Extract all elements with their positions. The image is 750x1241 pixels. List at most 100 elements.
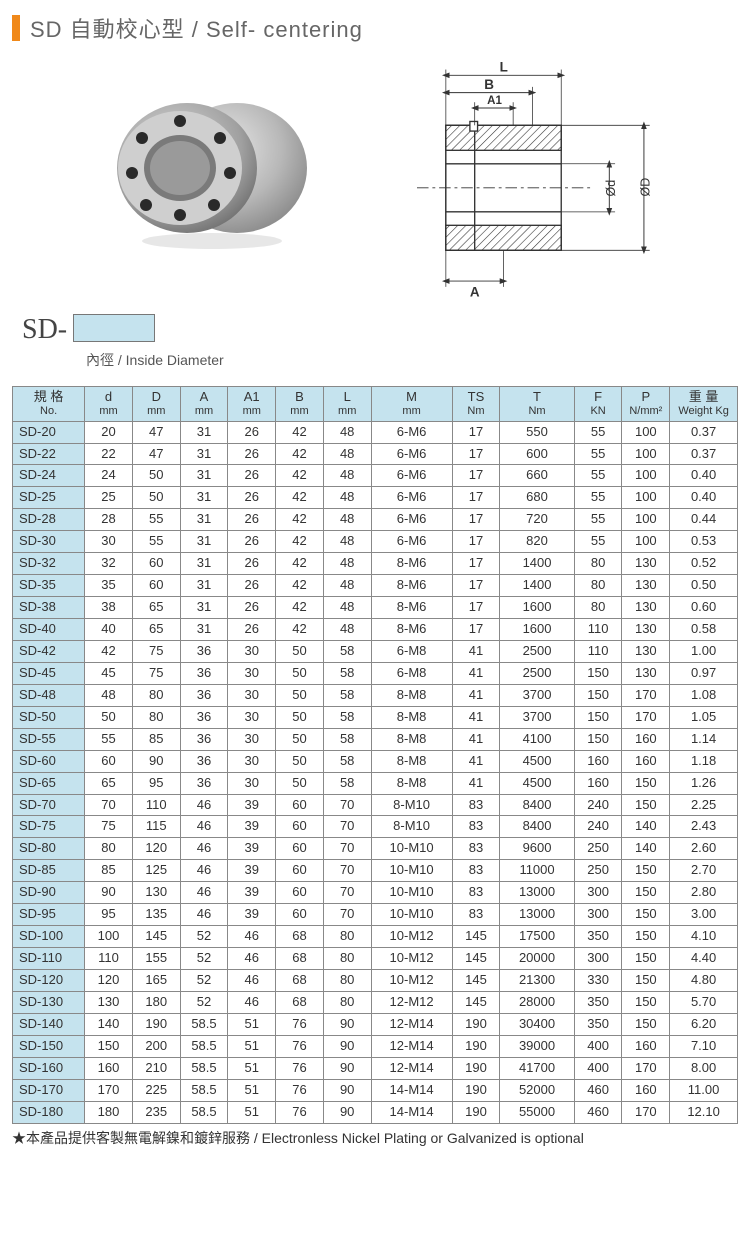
row-no: SD-40 — [13, 619, 85, 641]
cell: 160 — [574, 772, 622, 794]
cell: 24 — [85, 465, 133, 487]
table-row: SD-404065312642488-M61716001101300.58 — [13, 619, 738, 641]
cell: 10-M10 — [371, 838, 452, 860]
cell: 70 — [323, 882, 371, 904]
cell: 68 — [276, 970, 324, 992]
col-header: dmm — [85, 387, 133, 422]
cell: 8400 — [500, 794, 574, 816]
cell: 1.08 — [670, 684, 738, 706]
row-no: SD-38 — [13, 597, 85, 619]
cell: 170 — [622, 684, 670, 706]
cell: 2500 — [500, 662, 574, 684]
cell: 180 — [85, 1101, 133, 1123]
cell: 6-M6 — [371, 465, 452, 487]
cell: 51 — [228, 1035, 276, 1057]
row-no: SD-22 — [13, 443, 85, 465]
cell: 10-M12 — [371, 926, 452, 948]
cell: 42 — [276, 597, 324, 619]
table-row: SD-505080363050588-M84137001501701.05 — [13, 706, 738, 728]
cell: 0.53 — [670, 531, 738, 553]
cell: 41700 — [500, 1057, 574, 1079]
cell: 50 — [132, 487, 180, 509]
table-row: SD-484880363050588-M84137001501701.08 — [13, 684, 738, 706]
cell: 80 — [85, 838, 133, 860]
cell: 100 — [622, 421, 670, 443]
cell: 65 — [85, 772, 133, 794]
cell: 58.5 — [180, 1013, 228, 1035]
cell: 170 — [622, 706, 670, 728]
cell: 58 — [323, 750, 371, 772]
cell: 30400 — [500, 1013, 574, 1035]
cell: 90 — [85, 882, 133, 904]
sd-label-row: SD- — [22, 314, 738, 346]
cell: 58.5 — [180, 1035, 228, 1057]
cell: 160 — [622, 750, 670, 772]
dim-A1: A1 — [487, 95, 502, 107]
cell: 48 — [323, 443, 371, 465]
cell: 150 — [574, 684, 622, 706]
cell: 50 — [276, 662, 324, 684]
cell: 190 — [132, 1013, 180, 1035]
cell: 36 — [180, 772, 228, 794]
cell: 68 — [276, 948, 324, 970]
cell: 28 — [85, 509, 133, 531]
cell: 160 — [622, 1035, 670, 1057]
cell: 1600 — [500, 619, 574, 641]
cell: 48 — [323, 509, 371, 531]
cell: 58 — [323, 772, 371, 794]
title-accent-bar — [12, 15, 20, 41]
cell: 7.10 — [670, 1035, 738, 1057]
cell: 52 — [180, 970, 228, 992]
cell: 8-M8 — [371, 706, 452, 728]
cell: 41 — [452, 640, 500, 662]
cell: 4100 — [500, 728, 574, 750]
cell: 2.43 — [670, 816, 738, 838]
cell: 1.18 — [670, 750, 738, 772]
col-header: Amm — [180, 387, 228, 422]
cell: 150 — [622, 970, 670, 992]
table-row: SD-222247312642486-M617600551000.37 — [13, 443, 738, 465]
cell: 350 — [574, 1013, 622, 1035]
table-row: SD-555585363050588-M84141001501601.14 — [13, 728, 738, 750]
cell: 170 — [622, 1101, 670, 1123]
cell: 42 — [276, 575, 324, 597]
col-header: FKN — [574, 387, 622, 422]
cell: 8-M6 — [371, 597, 452, 619]
cell: 38 — [85, 597, 133, 619]
cell: 68 — [276, 991, 324, 1013]
cell: 36 — [180, 662, 228, 684]
cell: 70 — [323, 816, 371, 838]
table-row: SD-1001001455246688010-M1214517500350150… — [13, 926, 738, 948]
cell: 26 — [228, 465, 276, 487]
cell: 17 — [452, 421, 500, 443]
cell: 31 — [180, 553, 228, 575]
cell: 46 — [180, 794, 228, 816]
cell: 12-M14 — [371, 1013, 452, 1035]
cell: 42 — [276, 487, 324, 509]
cell: 225 — [132, 1079, 180, 1101]
cell: 14-M14 — [371, 1079, 452, 1101]
cell: 350 — [574, 926, 622, 948]
row-no: SD-80 — [13, 838, 85, 860]
cell: 50 — [276, 750, 324, 772]
cell: 30 — [228, 750, 276, 772]
cell: 42 — [276, 553, 324, 575]
col-header: 重 量Weight Kg — [670, 387, 738, 422]
cell: 32 — [85, 553, 133, 575]
cell: 83 — [452, 860, 500, 882]
cell: 135 — [132, 904, 180, 926]
cell: 14-M14 — [371, 1101, 452, 1123]
cell: 150 — [622, 904, 670, 926]
cell: 150 — [574, 662, 622, 684]
row-no: SD-110 — [13, 948, 85, 970]
cell: 60 — [276, 860, 324, 882]
cell: 90 — [323, 1035, 371, 1057]
cell: 1.00 — [670, 640, 738, 662]
cell: 4500 — [500, 772, 574, 794]
cell: 12-M14 — [371, 1057, 452, 1079]
row-no: SD-28 — [13, 509, 85, 531]
table-row: SD-90901304639607010-M1083130003001502.8… — [13, 882, 738, 904]
cell: 31 — [180, 509, 228, 531]
col-header: 規 格No. — [13, 387, 85, 422]
cell: 250 — [574, 838, 622, 860]
